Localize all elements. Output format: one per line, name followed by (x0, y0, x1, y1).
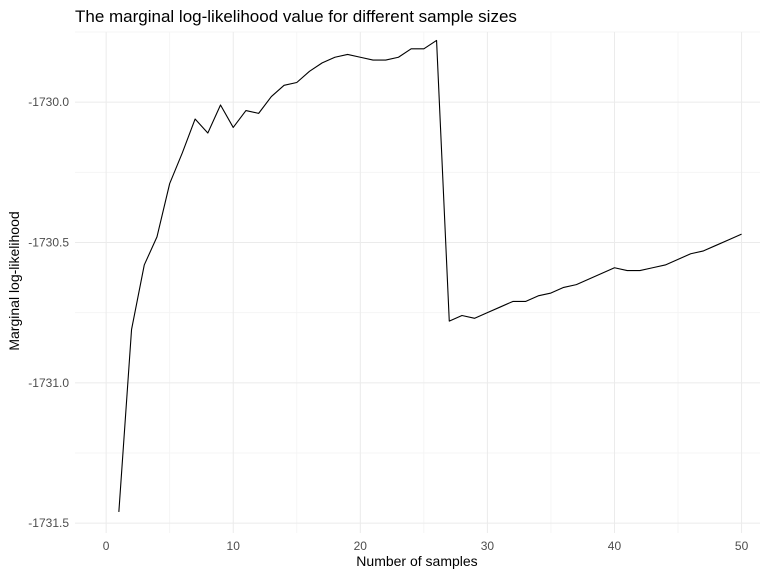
y-tick-label: -1730.0 (28, 95, 69, 109)
x-tick-label: 50 (735, 539, 749, 553)
y-tick-label: -1730.5 (28, 236, 69, 250)
x-axis-title: Number of samples (356, 553, 477, 569)
chart-title: The marginal log-likelihood value for di… (75, 7, 517, 26)
x-tick-label: 0 (103, 539, 110, 553)
x-tick-label: 30 (481, 539, 495, 553)
y-tick-label: -1731.5 (28, 516, 69, 530)
grid (75, 31, 760, 533)
y-axis-ticks: -1731.5 -1731.0 -1730.5 -1730.0 (28, 95, 69, 530)
x-tick-label: 40 (608, 539, 622, 553)
x-tick-label: 20 (354, 539, 368, 553)
y-tick-label: -1731.0 (28, 376, 69, 390)
series-line (118, 39, 742, 512)
series-layer (118, 39, 742, 512)
x-tick-label: 10 (227, 539, 241, 553)
x-axis-ticks: 0 10 20 30 40 50 (103, 539, 749, 553)
y-axis-title: Marginal log-likelihood (6, 211, 22, 350)
